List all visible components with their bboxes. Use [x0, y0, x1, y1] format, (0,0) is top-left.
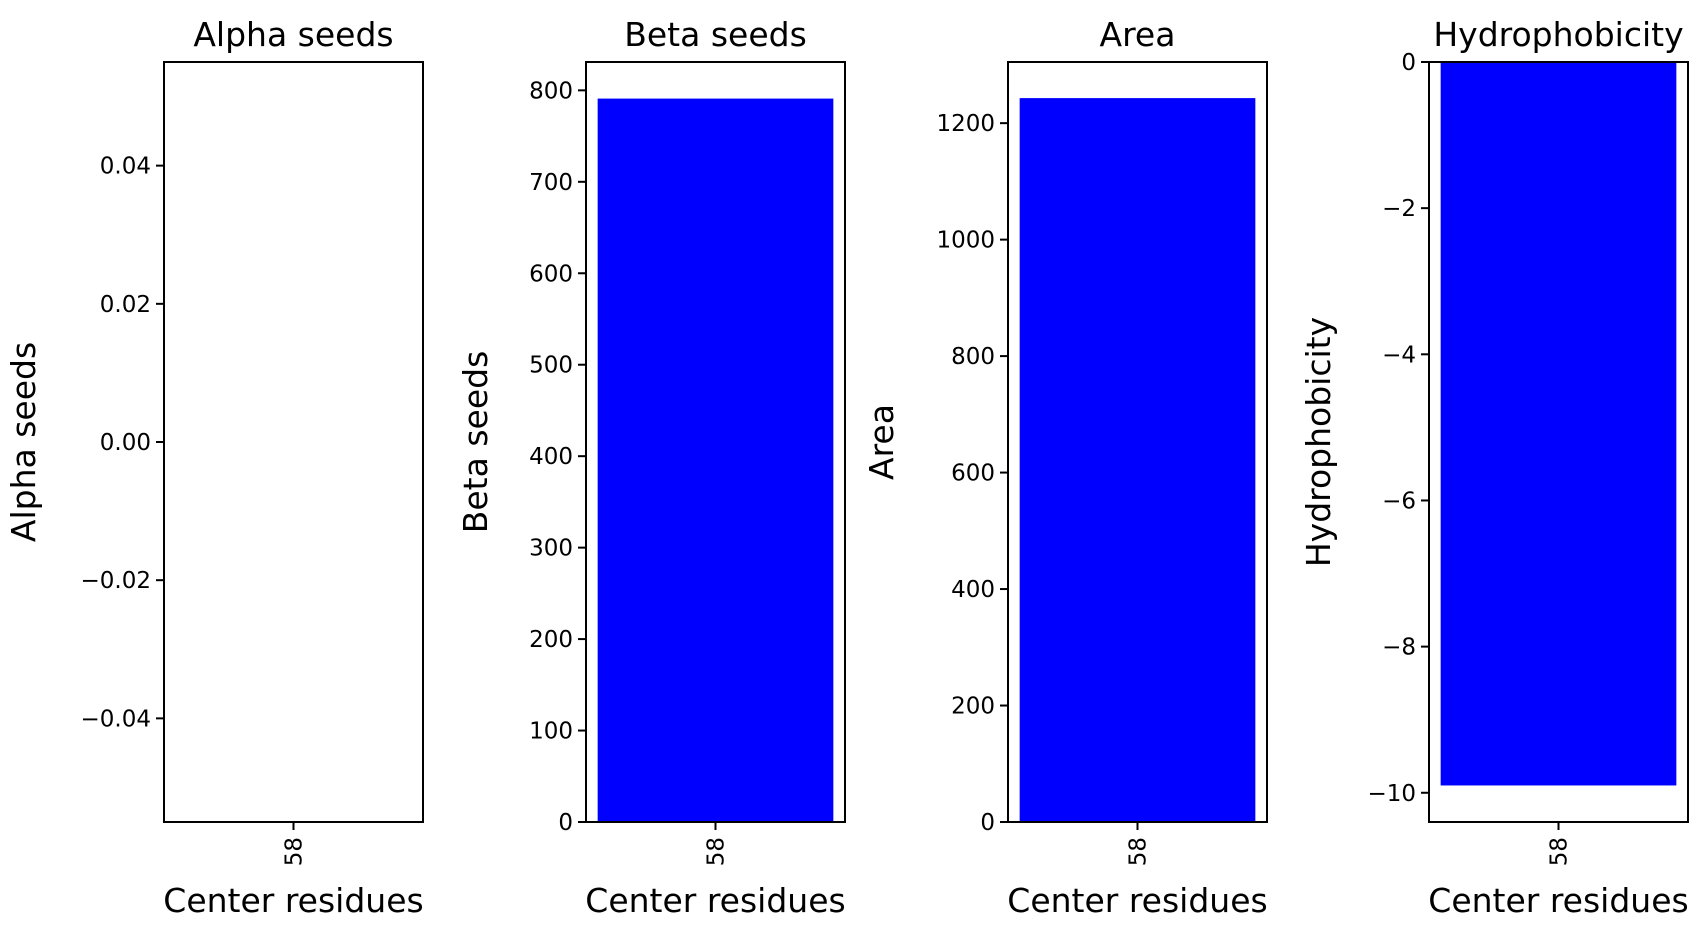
- axes-frame: [163, 61, 424, 823]
- chart-title: Beta seeds: [624, 15, 807, 54]
- y-tick-label: 700: [529, 170, 573, 196]
- y-axis-label: Beta seeds: [456, 351, 495, 534]
- chart-panel-3: 0 200 400 600 800 1000 1200 58 Area Center residu…: [862, 15, 1268, 920]
- y-tick-label: 0: [558, 810, 573, 836]
- x-axis-label: Center residues: [1007, 881, 1267, 920]
- x-tick-label: 58: [1547, 837, 1573, 866]
- y-tick-label: −10: [1367, 781, 1416, 807]
- y-tick-label: 600: [951, 461, 995, 487]
- x-tick-label: 58: [1126, 837, 1152, 866]
- y-tick-label: 0: [1401, 50, 1416, 76]
- chart-title: Alpha seeds: [193, 15, 393, 54]
- y-tick-label: 800: [951, 344, 995, 370]
- bar-58: [597, 98, 834, 823]
- y-axis-label: Area: [862, 404, 901, 480]
- y-axis-label: Alpha seeds: [4, 342, 43, 542]
- y-tick-label: −6: [1382, 488, 1416, 514]
- x-axis-label: Center residues: [1428, 881, 1688, 920]
- y-tick-label: 0.04: [100, 154, 151, 180]
- y-tick-label: 800: [529, 78, 573, 104]
- chart-panel-1: −0.04 −0.02 0.00 0.02 0.04 58 Alpha seeds Cente…: [4, 15, 424, 920]
- chart-title: Hydrophobicity: [1433, 15, 1683, 54]
- x-axis-label: Center residues: [163, 881, 423, 920]
- x-axis-label: Center residues: [585, 881, 845, 920]
- y-axis-label: Hydrophobicity: [1299, 317, 1338, 567]
- y-tick-label: 600: [529, 261, 573, 287]
- chart-panel-2: 0 100 200 300 400 500 600 700 800 58 Beta seeds Cen…: [456, 15, 846, 920]
- y-tick-label: −2: [1382, 196, 1416, 222]
- y-tick-label: 200: [951, 694, 995, 720]
- y-tick-label: 1000: [936, 228, 995, 254]
- y-tick-label: 0.00: [100, 430, 151, 456]
- y-tick-label: 1200: [936, 111, 995, 137]
- bar-58: [1019, 98, 1256, 822]
- y-tick-label: 100: [529, 719, 573, 745]
- bar-58: [1440, 62, 1677, 786]
- y-tick-label: 400: [529, 444, 573, 470]
- y-tick-label: 500: [529, 353, 573, 379]
- x-tick-label: 58: [282, 837, 308, 866]
- y-tick-label: 0: [980, 810, 995, 836]
- y-tick-label: 300: [529, 536, 573, 562]
- x-tick-label: 58: [704, 837, 730, 866]
- y-tick-label: −0.02: [81, 568, 151, 594]
- y-tick-label: −4: [1382, 342, 1416, 368]
- y-tick-label: 0.02: [100, 292, 151, 318]
- chart-title: Area: [1100, 15, 1176, 54]
- y-tick-label: 400: [951, 577, 995, 603]
- y-tick-label: 200: [529, 627, 573, 653]
- y-tick-label: −0.04: [81, 706, 151, 732]
- y-tick-label: −8: [1382, 635, 1416, 661]
- chart-panel-4: −10 −8 −6 −4 −2 0 58 Hydrophobicity Center resid…: [1299, 15, 1689, 920]
